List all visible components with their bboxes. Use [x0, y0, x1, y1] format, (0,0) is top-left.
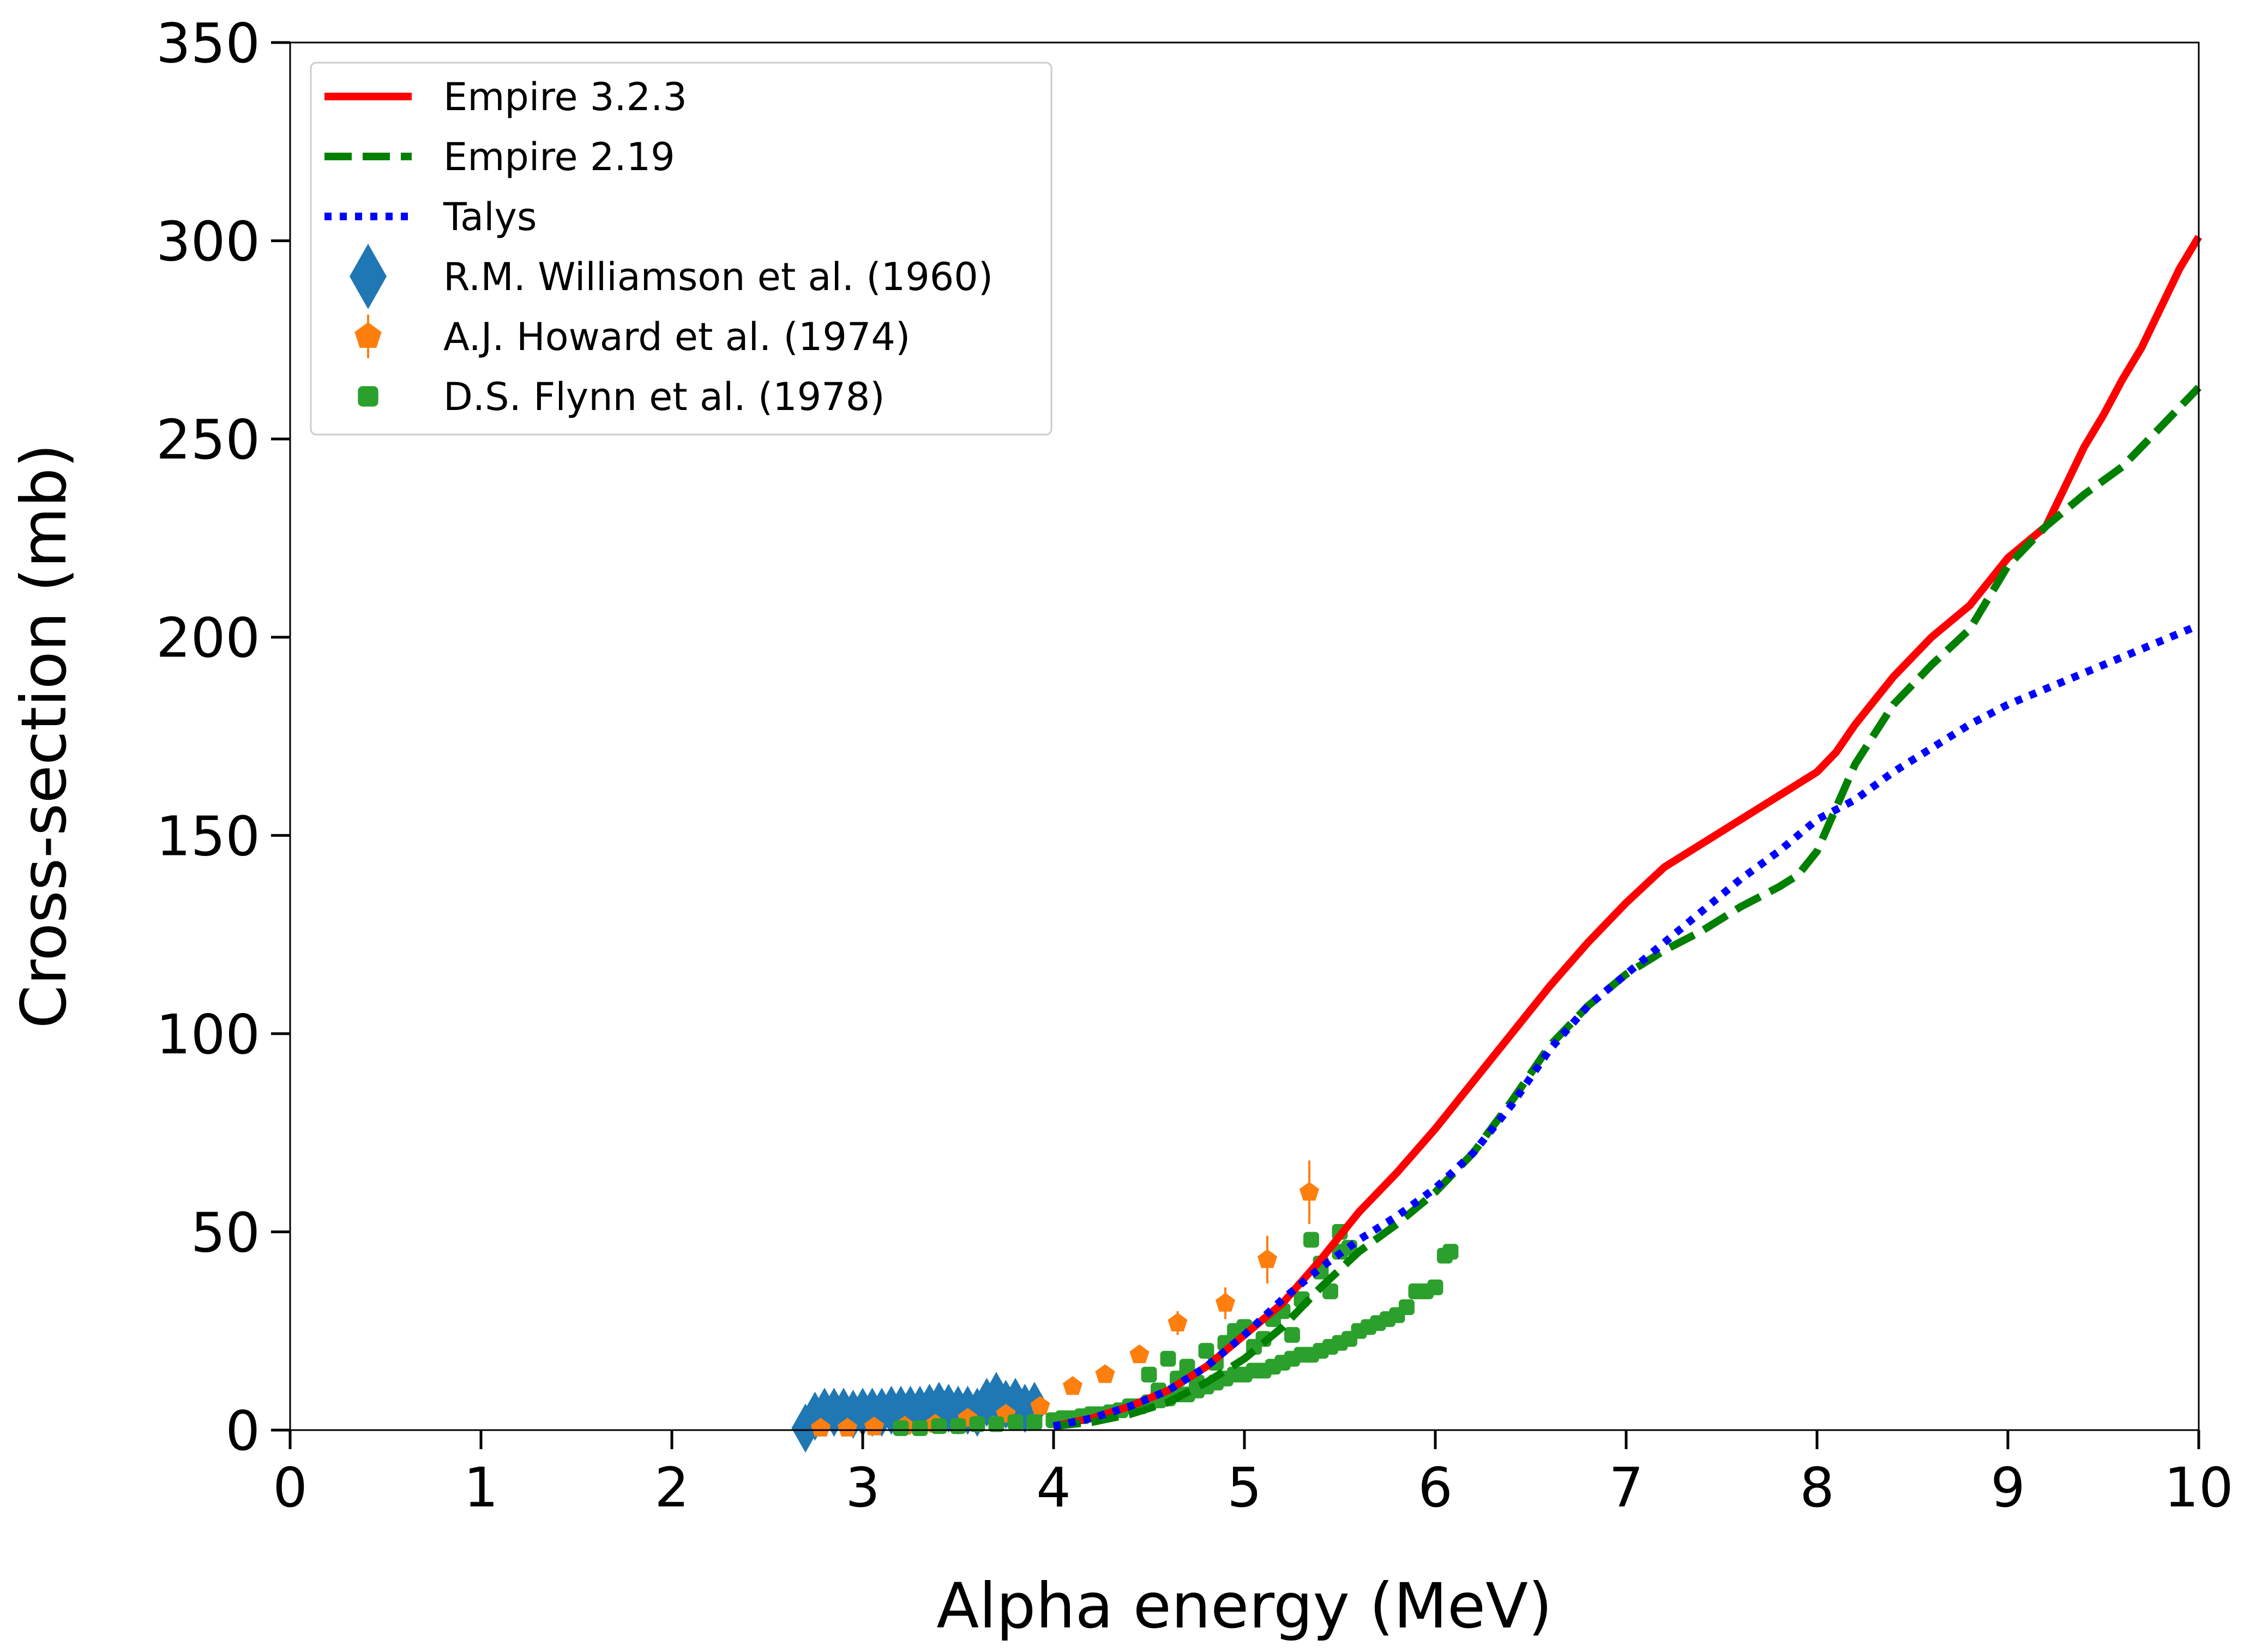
data-point: [969, 1416, 985, 1432]
y-tick-label: 200: [156, 606, 260, 670]
y-tick-label: 150: [156, 804, 260, 868]
legend-item-0: Empire 3.2.3: [324, 75, 687, 119]
x-tick-label: 7: [1609, 1456, 1644, 1520]
legend-item-1: Empire 2.19: [324, 135, 675, 179]
data-point: [810, 1418, 831, 1437]
data-point: [1322, 1283, 1338, 1299]
data-point: [1284, 1327, 1300, 1343]
x-tick-label: 4: [1036, 1456, 1071, 1520]
y-tick-label: 50: [191, 1201, 260, 1264]
y-tick-label: 0: [225, 1399, 260, 1463]
series-2: [1052, 622, 2200, 1430]
data-point: [1160, 1350, 1176, 1367]
legend-label: Talys: [443, 195, 537, 239]
data-point: [1257, 1249, 1278, 1268]
series-2-line: [1052, 622, 2200, 1430]
data-point: [1427, 1279, 1443, 1295]
data-point: [1062, 1376, 1083, 1395]
data-point: [1215, 1293, 1236, 1312]
series-layer: [791, 234, 2202, 1453]
data-point: [1026, 1414, 1043, 1430]
legend-swatch: [350, 244, 387, 309]
legend-label: A.J. Howard et al. (1974): [443, 315, 910, 359]
data-point: [1007, 1414, 1024, 1430]
legend-items: Empire 3.2.3 Empire 2.19 Talys R.M. William…: [324, 75, 993, 419]
legend-label: D.S. Flynn et al. (1978): [443, 375, 885, 419]
data-point: [1141, 1366, 1157, 1383]
data-point: [1442, 1244, 1459, 1260]
data-point: [1179, 1359, 1195, 1375]
y-axis-label: Cross-section (mb): [8, 444, 80, 1029]
data-point: [893, 1420, 909, 1436]
data-point: [1030, 1396, 1050, 1415]
data-point: [950, 1418, 966, 1434]
x-tick-label: 0: [273, 1456, 308, 1520]
series-1-line: [1053, 384, 2202, 1430]
y-tick-label: 350: [156, 11, 260, 75]
data-point: [1299, 1181, 1320, 1201]
x-tick-label: 8: [1800, 1456, 1834, 1520]
legend-item-5: D.S. Flynn et al. (1978): [358, 375, 885, 419]
series-1: [1053, 384, 2202, 1430]
data-point: [837, 1418, 858, 1437]
legend-swatch: [354, 322, 382, 348]
legend-swatch: [358, 386, 378, 407]
x-tick-label: 6: [1418, 1456, 1453, 1520]
legend-label: Empire 3.2.3: [443, 75, 687, 119]
y-tick-label: 100: [156, 1003, 260, 1066]
data-point: [1303, 1232, 1319, 1248]
data-point: [1198, 1343, 1214, 1359]
data-point: [1129, 1344, 1150, 1364]
x-axis-label: Alpha energy (MeV): [936, 1570, 1552, 1642]
y-tick-label: 300: [156, 210, 260, 274]
x-tick-label: 9: [1990, 1456, 2025, 1520]
data-point: [912, 1420, 928, 1436]
data-point: [1095, 1364, 1115, 1383]
data-point: [1168, 1312, 1188, 1331]
legend-frame: [310, 62, 1052, 436]
x-tick-label: 5: [1227, 1456, 1262, 1520]
x-tick-label: 3: [845, 1456, 880, 1520]
data-point: [931, 1418, 947, 1434]
legend-label: R.M. Williamson et al. (1960): [443, 255, 993, 299]
y-tick-label: 250: [156, 408, 260, 472]
legend: Empire 3.2.3 Empire 2.19 Talys R.M. William…: [310, 62, 1052, 436]
x-tick-label: 1: [464, 1456, 498, 1520]
x-tick-label: 2: [654, 1456, 689, 1520]
data-point: [988, 1416, 1004, 1432]
legend-item-3: R.M. Williamson et al. (1960): [350, 244, 993, 309]
legend-item-2: Talys: [324, 195, 537, 239]
legend-item-4: A.J. Howard et al. (1974): [354, 315, 910, 359]
data-point: [1399, 1299, 1415, 1316]
x-tick-label: 10: [2164, 1456, 2233, 1520]
legend-label: Empire 2.19: [443, 135, 675, 179]
